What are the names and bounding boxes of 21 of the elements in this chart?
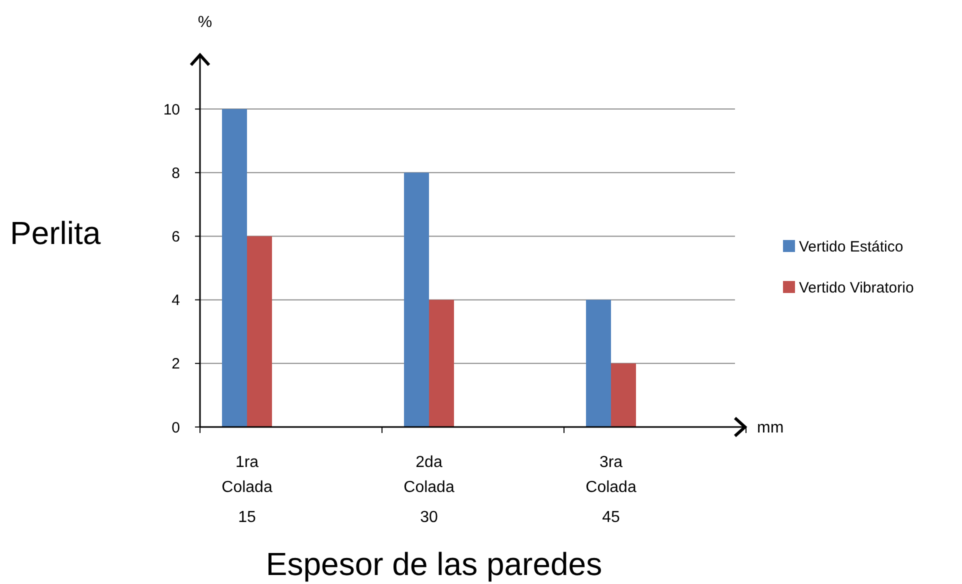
legend-label: Vertido Vibratorio: [799, 279, 914, 296]
x-tick-label: 2da Colada 30: [404, 454, 454, 526]
y-tick-label: 8: [172, 164, 180, 182]
x-tick-label: 3ra Colada 45: [586, 454, 636, 526]
y-tick-label: 4: [172, 292, 180, 310]
text: mm: [757, 420, 784, 437]
legend-label: Vertido Estático: [799, 238, 904, 256]
bar: [222, 109, 247, 427]
bar: [429, 300, 454, 427]
bar: [247, 236, 272, 427]
x-axis-title: Espesor de las paredes: [266, 546, 602, 582]
y-tick-label: 2: [172, 356, 180, 373]
y-tick-label: 10: [163, 101, 180, 118]
y-axis-title: Perlita: [10, 215, 101, 251]
bar: [586, 300, 611, 427]
bar: [404, 172, 429, 427]
y-tick-label: 6: [172, 228, 180, 246]
text: %: [198, 14, 212, 31]
y-tick-label: 0: [172, 419, 180, 436]
bar: [611, 363, 636, 427]
x-tick-label: 1ra Colada 15: [222, 454, 272, 526]
